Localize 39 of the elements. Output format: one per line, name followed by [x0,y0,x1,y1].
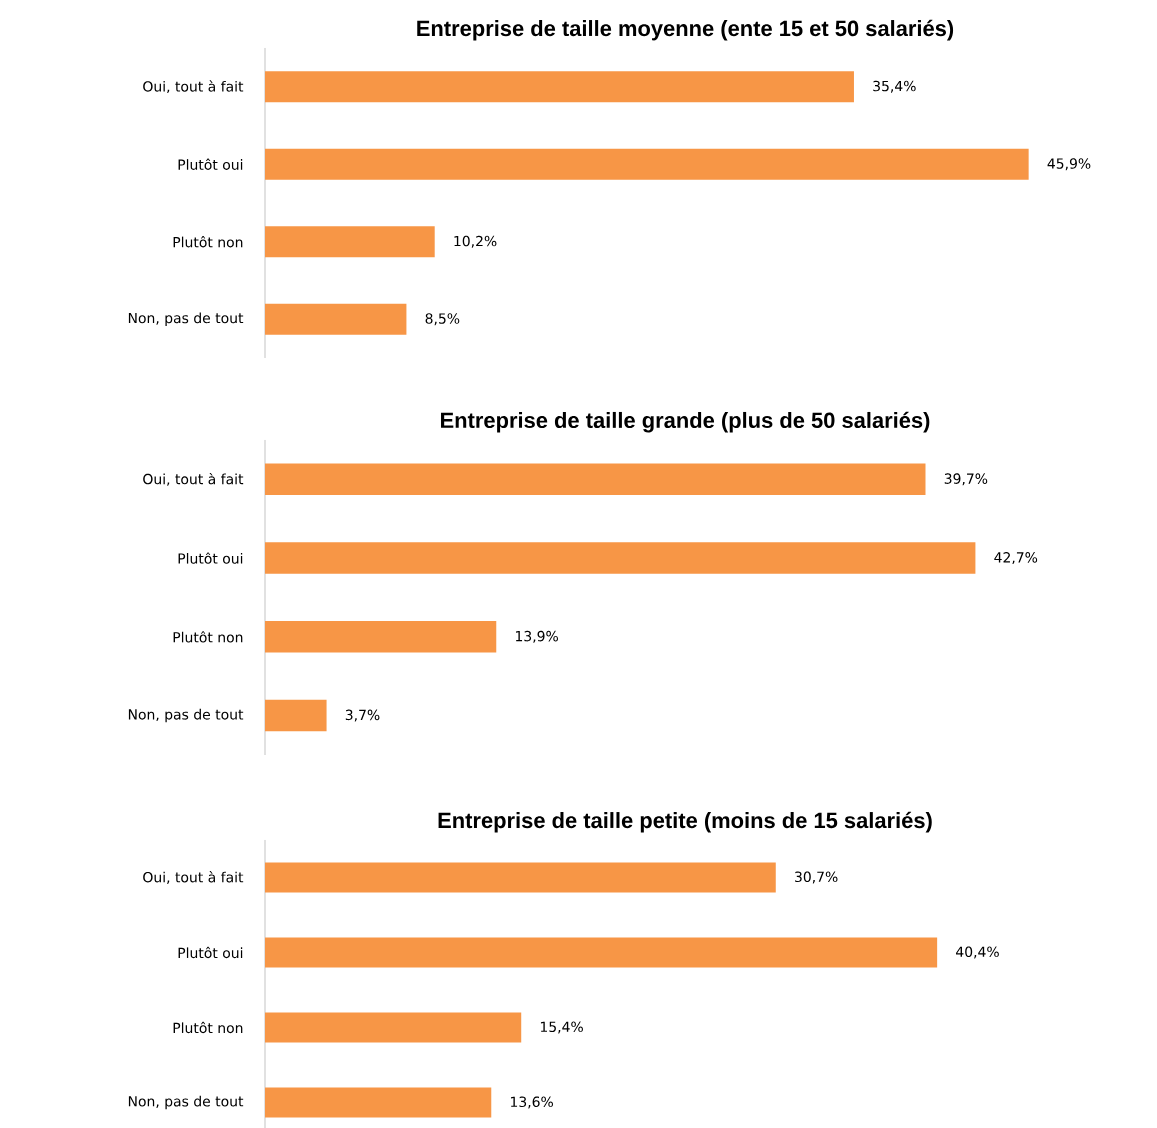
chart-title: Entreprise de taille petite (moins de 15 salariés) [438,811,932,833]
data-label: 13,9% [515,630,558,643]
y-tick-label: Oui, tout à fait [143,871,244,884]
data-label: 10,2% [454,235,497,248]
bar [265,1012,522,1043]
bar [265,226,435,258]
bar [265,463,926,496]
data-label: 3,7% [345,709,380,722]
data-label: 42,7% [994,552,1038,565]
y-tick-label: Oui, tout à fait [143,472,244,486]
y-tick-label: Oui, tout à fait [143,80,244,94]
bar [265,621,497,653]
bar [265,542,976,574]
data-label: 35,4% [873,80,916,93]
data-label: 39,7% [944,473,988,486]
y-tick-label: Non, pas de tout [128,1095,244,1110]
chart-title: Entreprise de taille moyenne (ente 15 et 50 salariés) [417,19,954,41]
data-label: 45,9% [1047,158,1091,171]
y-tick-label: Non, pas de tout [128,312,244,326]
bar [265,937,938,968]
y-tick-label: Plutôt non [173,631,243,643]
y-tick-label: Plutôt non [173,236,243,248]
y-tick-label: Plutôt oui [178,158,243,170]
bar [265,303,407,335]
data-label: 30,7% [795,871,838,884]
bar [265,71,854,103]
bar [265,1087,492,1118]
y-tick-label: Plutôt non [173,1021,243,1034]
chart-title: Entreprise de taille grande (plus de 50 salariés) [441,411,930,433]
y-tick-label: Non, pas de tout [128,708,244,723]
bar [265,148,1029,180]
y-tick-label: Plutôt oui [178,552,243,564]
data-label: 15,4% [540,1021,583,1034]
bar [265,699,327,732]
data-label: 40,4% [956,946,999,959]
data-label: 8,5% [425,313,460,326]
bar [265,862,776,893]
data-label: 13,6% [511,1096,553,1109]
y-tick-label: Plutôt oui [178,946,243,959]
